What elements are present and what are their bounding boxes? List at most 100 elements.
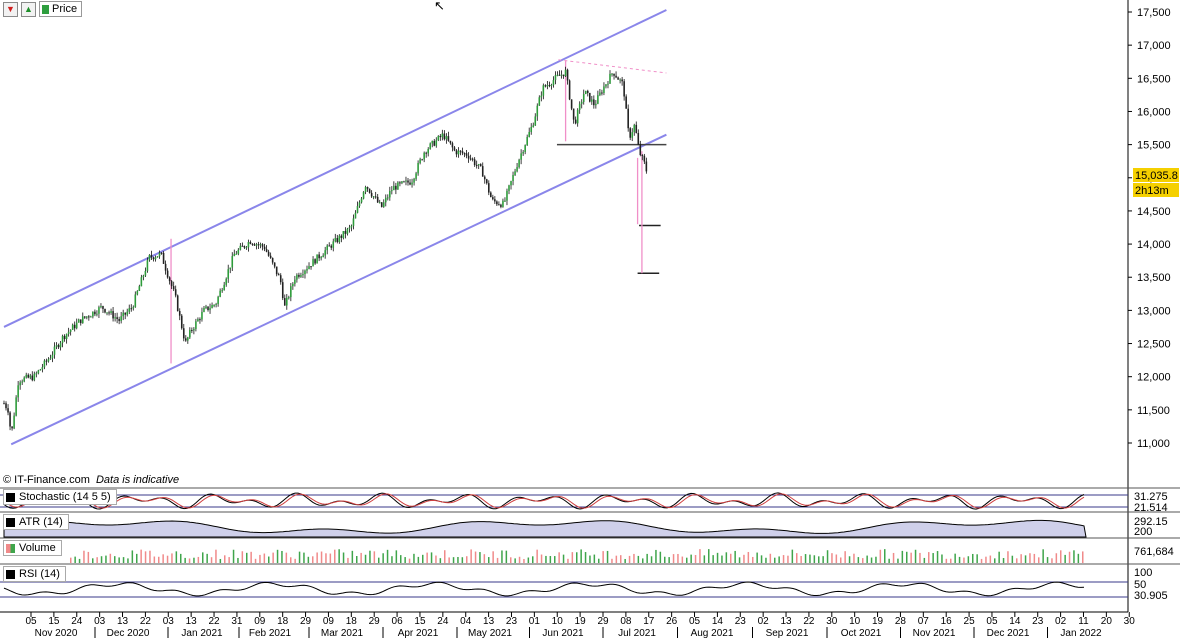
candle-body — [15, 397, 17, 416]
date-tick-label: 03 — [94, 616, 106, 627]
atr-panel-title[interactable]: ATR (14) — [3, 514, 69, 530]
candle-body — [516, 167, 518, 172]
candle-body — [189, 330, 191, 338]
volume-bar — [875, 556, 877, 563]
volume-bar — [254, 558, 257, 563]
candle-body — [61, 335, 64, 343]
candle-body — [116, 317, 118, 320]
candle-body — [479, 164, 482, 167]
candle-body — [340, 235, 343, 238]
volume-bar — [1051, 558, 1053, 563]
candle-body — [17, 385, 19, 398]
candle-body — [546, 85, 549, 87]
volume-bar — [818, 556, 820, 563]
atr-area — [3, 519, 1087, 538]
volume-bar — [1024, 555, 1027, 563]
candle-body — [13, 415, 15, 429]
candle-body — [338, 235, 341, 243]
candle-body — [570, 99, 573, 109]
candle-body — [639, 144, 642, 155]
volume-bar — [470, 549, 472, 563]
volume-bar — [316, 552, 318, 563]
volume-bar — [105, 555, 107, 563]
candle-body — [643, 155, 646, 162]
volume-bar — [602, 551, 604, 563]
volume-bar — [70, 557, 72, 563]
volume-bar — [496, 557, 499, 563]
candle-body — [544, 85, 547, 87]
volume-bar — [109, 553, 112, 563]
atr-value: 292.15 — [1134, 516, 1168, 528]
date-tick-label: 13 — [186, 616, 198, 627]
volume-bar — [580, 549, 582, 563]
candle-body — [488, 183, 490, 193]
candle-body — [120, 316, 122, 321]
volume-bar — [967, 556, 970, 563]
candle-body — [259, 244, 262, 246]
volume-bar — [738, 557, 741, 563]
candle-body — [530, 126, 533, 132]
candle-body — [219, 290, 221, 297]
volume-bar — [184, 557, 186, 563]
volume-bar — [378, 557, 380, 563]
date-tick-label: 29 — [597, 616, 609, 627]
volume-bar — [554, 556, 556, 563]
stochastic-value-d: 21.514 — [1134, 502, 1168, 514]
candle-body — [419, 159, 421, 164]
volume-bar — [78, 558, 81, 563]
candle-body — [481, 166, 484, 177]
date-tick-label: 11 — [1078, 616, 1089, 627]
candle-body — [485, 179, 488, 184]
candle-body — [423, 152, 425, 160]
candle-body — [550, 84, 553, 86]
price-series-tag[interactable]: Price — [39, 1, 83, 17]
candle-body — [79, 319, 82, 324]
candle-body — [409, 182, 411, 185]
up-arrow-icon[interactable]: ▲ — [21, 1, 36, 17]
candle-body — [554, 75, 557, 81]
date-tick-label: 01 — [529, 616, 541, 627]
candle-body — [134, 294, 137, 308]
candle-body — [9, 412, 11, 427]
volume-panel-title[interactable]: Volume — [3, 540, 62, 556]
rsi-label: RSI (14) — [19, 568, 60, 580]
volume-bar — [870, 557, 873, 563]
rsi-panel-title[interactable]: RSI (14) — [3, 566, 66, 582]
volume-bar — [994, 558, 996, 563]
candle-body — [566, 69, 569, 81]
candle-body — [144, 270, 147, 276]
date-tick-label: 08 — [620, 616, 632, 627]
candlesticks — [3, 66, 648, 431]
candle-body — [459, 150, 462, 152]
candle-body — [174, 289, 177, 296]
candle-body — [53, 346, 56, 355]
volume-bar — [338, 549, 340, 563]
candle-body — [217, 296, 219, 305]
candle-body — [597, 95, 599, 104]
volume-bar — [747, 551, 750, 563]
volume-bar — [514, 558, 516, 563]
month-label: Dec 2020 — [107, 628, 150, 638]
candle-body — [498, 204, 500, 206]
candle-body — [384, 197, 387, 203]
volume-bar — [241, 551, 244, 563]
volume-bar — [527, 557, 530, 563]
candle-body — [51, 354, 54, 359]
volume-bar — [633, 553, 635, 563]
volume-bar — [716, 552, 719, 563]
volume-bar — [228, 557, 230, 563]
volume-bar — [840, 557, 842, 563]
candle-body — [185, 338, 187, 341]
candle-body — [98, 307, 100, 314]
stochastic-panel-title[interactable]: Stochastic (14 5 5) — [3, 489, 117, 505]
price-tick-label: 15,500 — [1137, 140, 1171, 152]
down-arrow-icon[interactable]: ▼ — [3, 1, 18, 17]
volume-bar — [1068, 551, 1071, 563]
date-tick-label: 13 — [117, 616, 129, 627]
volume-bar — [1082, 551, 1084, 563]
candle-body — [453, 147, 456, 151]
candle-body — [235, 253, 238, 255]
volume-swatch — [6, 543, 15, 553]
candle-body — [599, 92, 601, 96]
